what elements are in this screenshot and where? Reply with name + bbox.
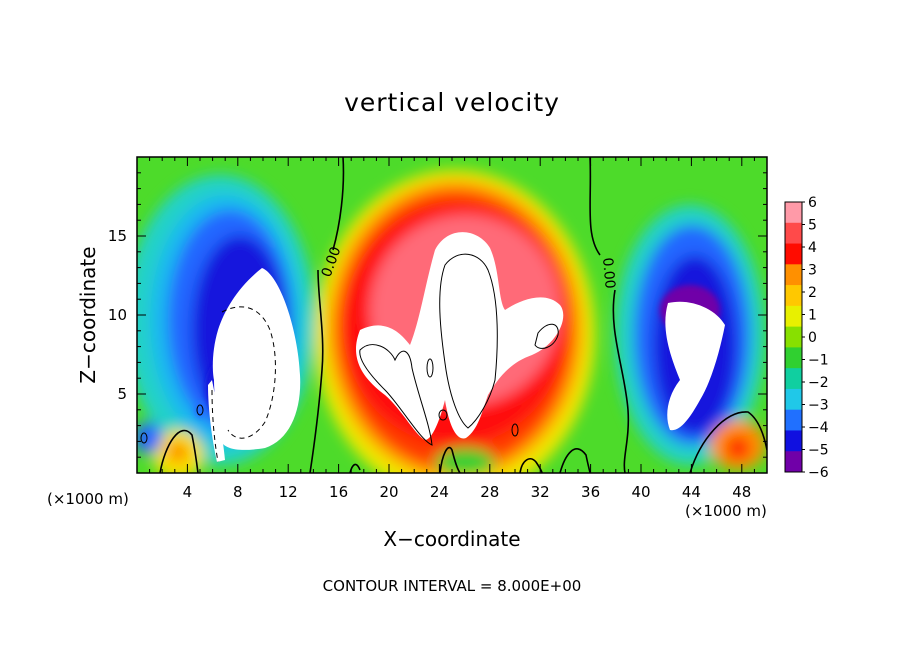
x-unit-label-left: (×1000 m) [47, 490, 129, 508]
colorbar-swatch [785, 388, 802, 411]
colorbar-swatch [785, 347, 802, 369]
colorbar-label: −6 [808, 465, 829, 481]
x-tick-label: 40 [631, 483, 650, 501]
x-axis: 4 8 12 16 20 24 28 32 36 40 44 48 [149, 157, 755, 501]
colorbar-swatch [785, 368, 802, 390]
y-tick-label: 5 [117, 385, 127, 403]
colorbar-swatch [785, 243, 802, 265]
x-tick-label: 44 [682, 483, 701, 501]
colorbar: 6 5 4 3 2 1 0 −1 −2 −3 −4 −5 −6 [784, 195, 829, 481]
colorbar-swatch [785, 202, 802, 224]
x-tick-label: 16 [329, 483, 348, 501]
chart-title: vertical velocity [344, 88, 560, 117]
y-tick-label: 10 [108, 306, 127, 324]
colorbar-label: −1 [808, 353, 829, 369]
colorbar-swatch [785, 326, 802, 348]
x-unit-label-right: (×1000 m) [685, 502, 767, 520]
field-image [137, 157, 767, 473]
contour-interval-note: CONTOUR INTERVAL = 8.000E+00 [322, 577, 582, 595]
colorbar-label: −2 [808, 375, 829, 391]
colorbar-swatch [785, 451, 802, 473]
y-tick-label: 15 [108, 227, 127, 245]
colorbar-swatch [785, 305, 802, 328]
x-tick-label: 28 [480, 483, 499, 501]
white-core-right [665, 301, 725, 431]
colorbar-label: 4 [808, 240, 817, 256]
contour-label: 0.00 [599, 257, 618, 289]
zero-contour-right [589, 157, 630, 473]
x-tick-label: 48 [732, 483, 751, 501]
colorbar-swatch [785, 285, 802, 307]
y-axis: 5 10 15 [108, 172, 767, 458]
colorbar-label: 2 [808, 285, 817, 301]
x-tick-label: 8 [233, 483, 243, 501]
colorbar-label: 1 [808, 308, 817, 324]
white-core-left [212, 268, 301, 450]
x-tick-label: 20 [379, 483, 398, 501]
y-axis-label: Z−coordinate [76, 246, 100, 384]
colorbar-label: 6 [808, 195, 817, 211]
white-core-center [356, 232, 564, 440]
colorbar-swatch [785, 222, 802, 245]
colorbar-label: 3 [808, 263, 817, 279]
colorbar-swatch [785, 409, 802, 431]
colorbar-label: −3 [808, 398, 829, 414]
colorbar-label: 5 [808, 218, 817, 234]
zero-contour-left [309, 157, 345, 473]
x-tick-label: 12 [279, 483, 298, 501]
colorbar-swatch [785, 264, 802, 286]
x-tick-label: 24 [430, 483, 449, 501]
colorbar-label: 0 [808, 330, 817, 346]
colorbar-label: −4 [808, 420, 829, 436]
x-tick-label: 32 [531, 483, 550, 501]
x-axis-label: X−coordinate [383, 527, 521, 551]
x-tick-label: 4 [183, 483, 193, 501]
colorbar-label: −5 [808, 443, 829, 459]
colorbar-swatch [785, 430, 802, 452]
x-tick-label: 36 [581, 483, 600, 501]
